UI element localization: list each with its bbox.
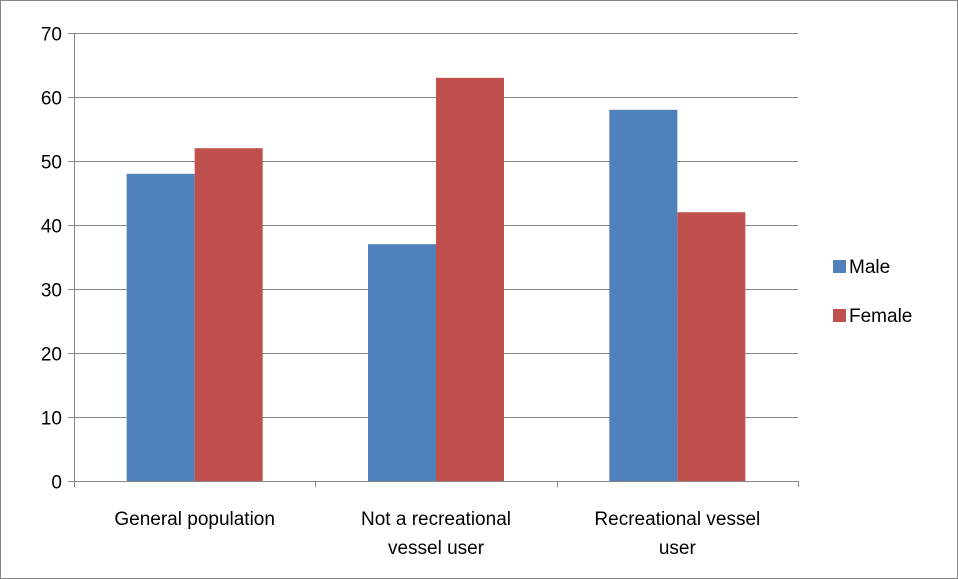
bar-female bbox=[436, 77, 504, 482]
y-tick-label: 40 bbox=[41, 217, 62, 238]
legend-swatch-female bbox=[833, 309, 846, 322]
y-tick-label: 60 bbox=[41, 89, 62, 110]
y-tick-label: 10 bbox=[41, 409, 62, 430]
legend-label-male: Male bbox=[849, 257, 890, 278]
x-category-label: Recreational vessel bbox=[594, 509, 760, 530]
y-tick-label: 0 bbox=[51, 473, 62, 494]
bar-female bbox=[677, 212, 746, 481]
y-tick-label: 50 bbox=[41, 153, 62, 174]
x-category-label: vessel user bbox=[388, 538, 485, 559]
y-tick-label: 70 bbox=[41, 25, 62, 46]
bar-male bbox=[368, 244, 436, 481]
legend-swatch-male bbox=[833, 260, 846, 273]
axes bbox=[68, 33, 799, 487]
x-category-label: Not a recreational bbox=[361, 509, 511, 530]
legend-label-female: Female bbox=[849, 306, 912, 327]
y-tick-label: 20 bbox=[41, 345, 62, 366]
bar-female bbox=[194, 148, 263, 481]
bar-male bbox=[126, 173, 195, 482]
bars bbox=[126, 77, 746, 482]
bar-male bbox=[609, 109, 678, 482]
y-tick-labels: 0 10 20 30 40 50 60 70 bbox=[41, 25, 62, 494]
x-category-label: General population bbox=[114, 509, 275, 530]
x-category-label: user bbox=[659, 538, 697, 559]
legend: Male Female bbox=[833, 257, 912, 327]
y-tick-label: 30 bbox=[41, 281, 62, 302]
category-labels: General population Not a recreational vess… bbox=[114, 509, 760, 559]
